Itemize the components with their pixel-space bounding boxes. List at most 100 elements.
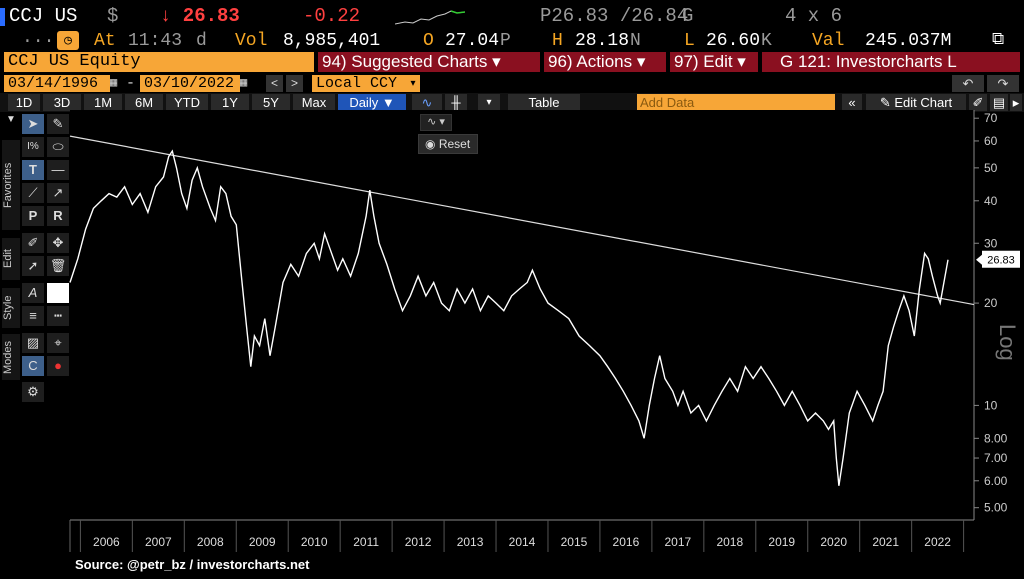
currency-select[interactable]: Local CCY xyxy=(312,75,408,92)
text-tool-icon[interactable]: T xyxy=(22,160,44,180)
x-tick-label: 2018 xyxy=(716,535,743,549)
clock-icon: ◷ xyxy=(57,31,79,50)
next-period-button[interactable]: > xyxy=(286,75,303,92)
settings-icon[interactable]: ▤ xyxy=(990,94,1008,111)
actions-menu[interactable]: 96) Actions ▾ xyxy=(544,52,666,72)
line-weight-icon[interactable]: ≡ xyxy=(22,306,44,326)
series-line[interactable] xyxy=(69,149,949,486)
ray-line-icon[interactable]: ↗ xyxy=(47,183,69,203)
trend-line-icon[interactable]: ⟋ xyxy=(22,183,44,203)
source-caption: Source: @petr_bz / investorcharts.net xyxy=(75,557,310,572)
price-series[interactable] xyxy=(69,149,949,486)
quote-time: 11:43 xyxy=(128,31,183,51)
y-tick-label: 30 xyxy=(984,236,998,250)
volume-value: 8,985,401 xyxy=(283,31,381,51)
line-style-icon[interactable]: ┅ xyxy=(47,306,69,326)
move-icon[interactable]: ✥ xyxy=(47,233,69,253)
bid-ask-suffix: G xyxy=(682,5,694,27)
open-label: O xyxy=(423,31,434,51)
x-tick-label: 2008 xyxy=(197,535,224,549)
y-tick-label: 7.00 xyxy=(984,451,1008,465)
trash-icon[interactable]: 🗑 xyxy=(47,256,69,276)
date-range-bar: 03/14/1996 ▦ - 03/10/2022 ▦ < > Local CC… xyxy=(0,75,1024,93)
select-icon[interactable]: ➚ xyxy=(22,256,44,276)
value-amount: 245.037M xyxy=(865,31,952,51)
currency-dropdown-icon[interactable]: ▾ xyxy=(406,75,420,92)
period-5y[interactable]: 5Y xyxy=(252,94,290,111)
collapse-toolbar-icon[interactable]: ▼ xyxy=(6,114,16,125)
pen-icon[interactable]: ✎ xyxy=(47,114,69,134)
fill-color-icon[interactable] xyxy=(47,283,69,303)
node-icon[interactable]: ⌖ xyxy=(47,333,69,353)
suggested-charts-menu[interactable]: 94) Suggested Charts ▾ xyxy=(318,52,540,72)
reset-button[interactable]: ◉ Reset xyxy=(418,134,478,154)
x-tick-label: 2016 xyxy=(613,535,640,549)
candlestick-icon[interactable]: ╫ xyxy=(445,94,467,111)
x-tick-label: 2010 xyxy=(301,535,328,549)
chart-name[interactable]: G 121: Investorcharts L xyxy=(762,52,1020,72)
table-button[interactable]: Table xyxy=(508,94,580,111)
price-change: -0.22 xyxy=(303,5,361,27)
chart-type-dropdown-icon[interactable]: ▾ xyxy=(478,94,500,111)
collapse-icon[interactable]: « xyxy=(842,94,862,111)
high-value: 28.18 xyxy=(575,31,630,51)
reset-label: Reset xyxy=(438,137,471,151)
last-value-label: 26.83 xyxy=(987,255,1015,267)
y-tick-label: 10 xyxy=(984,398,998,412)
y-axis-label: Log xyxy=(995,324,1020,361)
arrow-pointer-icon[interactable]: ➤ xyxy=(22,114,44,134)
fibonacci-icon[interactable]: I% xyxy=(22,137,44,157)
x-tick-label: 2021 xyxy=(872,535,899,549)
start-date-field[interactable]: 03/14/1996 xyxy=(4,75,110,92)
frequency-select[interactable]: Daily ▼ xyxy=(338,94,406,111)
end-date-field[interactable]: 03/10/2022 xyxy=(140,75,240,92)
security-field[interactable]: CCJ US Equity xyxy=(4,52,314,72)
add-data-input[interactable]: Add Data xyxy=(637,94,835,111)
horizontal-line-icon[interactable]: — xyxy=(47,160,69,180)
prev-period-button[interactable]: < xyxy=(266,75,283,92)
font-icon[interactable]: A xyxy=(22,283,44,303)
period-1y[interactable]: 1Y xyxy=(211,94,249,111)
ticker-symbol[interactable]: CCJ US xyxy=(9,5,78,27)
last-value-marker: 26.83 xyxy=(976,250,1020,268)
trendline[interactable] xyxy=(69,135,975,306)
calendar-icon[interactable]: ▦ xyxy=(240,76,248,90)
date-separator: - xyxy=(126,75,136,92)
ticker-indicator xyxy=(0,8,5,26)
r-marker-icon[interactable]: R xyxy=(47,206,69,226)
y-axis: 5.00 6.00 7.00 8.00 10 20 30 40 50 60 70 xyxy=(973,110,1008,520)
color-palette-icon[interactable]: ● xyxy=(47,356,69,376)
period-1m[interactable]: 1M xyxy=(84,94,122,111)
export-icon[interactable]: ⧉ xyxy=(992,31,1005,50)
x-tick-label: 2012 xyxy=(405,535,432,549)
ellipse-icon[interactable]: ⬭ xyxy=(47,137,69,157)
edit-chart-label: Edit Chart xyxy=(894,95,953,110)
gear-icon[interactable]: ⚙ xyxy=(22,382,44,402)
p-marker-icon[interactable]: P xyxy=(22,206,44,226)
y-tick-label: 70 xyxy=(984,111,998,125)
period-max[interactable]: Max xyxy=(293,94,335,111)
period-6m[interactable]: 6M xyxy=(125,94,163,111)
y-tick-label: 5.00 xyxy=(984,501,1008,515)
redo-icon[interactable]: ↷ xyxy=(987,75,1019,92)
magnet-icon[interactable]: C xyxy=(22,356,44,376)
period-1d[interactable]: 1D xyxy=(8,94,40,111)
y-tick-label: 6.00 xyxy=(984,474,1008,488)
chart-options-icon[interactable]: ▸ xyxy=(1010,94,1022,111)
annotate-icon[interactable]: ✐ xyxy=(969,94,987,111)
edit-chart-button[interactable]: ✎ Edit Chart xyxy=(866,94,966,111)
quote-header: CCJ US $ ↓ 26.83 -0.22 P26.83 /26.84 G 4… xyxy=(0,0,1024,30)
calendar-icon[interactable]: ▦ xyxy=(110,76,118,90)
period-3d[interactable]: 3D xyxy=(43,94,81,111)
brush-icon[interactable]: ✐ xyxy=(22,233,44,253)
quote-details: ... ◷ At 11:43 d Vol 8,985,401 O 27.04 P… xyxy=(0,28,1024,52)
period-ytd[interactable]: YTD xyxy=(166,94,208,111)
pattern-icon[interactable]: ▨ xyxy=(22,333,44,353)
line-chart-icon[interactable]: ∿ xyxy=(412,94,442,111)
edit-menu[interactable]: 97) Edit ▾ xyxy=(670,52,758,72)
x-tick-label: 2022 xyxy=(924,535,951,549)
chart-style-dropdown[interactable]: ∿ ▾ xyxy=(420,114,452,131)
resistance-trendline[interactable] xyxy=(69,135,975,306)
undo-icon[interactable]: ↶ xyxy=(952,75,984,92)
